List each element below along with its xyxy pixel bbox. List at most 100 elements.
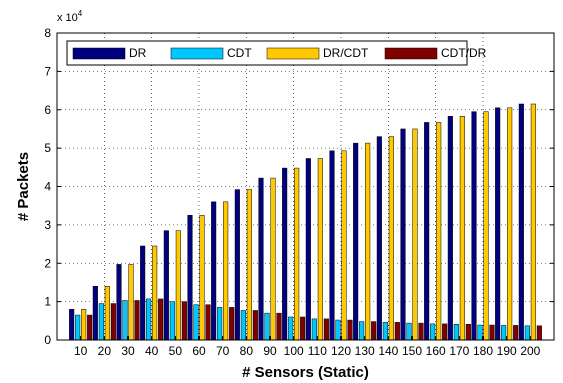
bar-cdt-dr-90 bbox=[276, 312, 282, 341]
bar-cdt-50 bbox=[169, 301, 175, 341]
bar-cdt-dr-30 bbox=[134, 300, 140, 341]
x-tick-label: 90 bbox=[263, 344, 277, 358]
bar-cdt-dr-70 bbox=[229, 307, 235, 341]
legend-swatch-dr bbox=[72, 47, 126, 60]
x-tick-label: 180 bbox=[473, 344, 493, 358]
bar-dr-190 bbox=[495, 107, 501, 341]
x-tick-label: 80 bbox=[240, 344, 254, 358]
bar-dr-30 bbox=[116, 264, 122, 341]
bar-cdt-180 bbox=[477, 324, 483, 341]
bar-cdt-170 bbox=[453, 324, 459, 341]
bar-dr-70 bbox=[211, 201, 217, 341]
bar-dr-110 bbox=[305, 158, 311, 341]
y-tick-label: 3 bbox=[44, 218, 51, 232]
x-tick-label: 170 bbox=[449, 344, 469, 358]
legend-label-cdt-dr: CDT/DR bbox=[441, 46, 487, 60]
bar-cdt-dr-20 bbox=[110, 303, 116, 341]
bar-dr-120 bbox=[329, 150, 335, 341]
bar-dr-180 bbox=[471, 111, 477, 341]
x-tick-label: 30 bbox=[121, 344, 135, 358]
x-tick-label: 40 bbox=[145, 344, 159, 358]
bar-dr-cdt-150 bbox=[412, 128, 418, 341]
y-axis-multiplier: x 104 bbox=[57, 9, 83, 24]
bar-dr-50 bbox=[163, 230, 169, 341]
bar-dr-cdt-140 bbox=[388, 136, 394, 341]
legend-label-dr-cdt: DR/CDT bbox=[323, 46, 369, 60]
bar-dr-cdt-170 bbox=[459, 116, 465, 341]
y-tick-label: 1 bbox=[44, 295, 51, 309]
bar-dr-130 bbox=[353, 142, 359, 341]
bar-cdt-dr-120 bbox=[347, 319, 353, 341]
bar-dr-cdt-110 bbox=[317, 158, 323, 341]
bar-cdt-10 bbox=[75, 314, 81, 341]
bar-dr-10 bbox=[69, 309, 75, 341]
bar-cdt-100 bbox=[288, 316, 294, 341]
bars bbox=[69, 103, 542, 341]
bar-dr-cdt-40 bbox=[152, 245, 158, 341]
bar-dr-140 bbox=[376, 136, 382, 341]
bar-cdt-dr-140 bbox=[394, 322, 400, 341]
grid-lines bbox=[57, 33, 554, 340]
bar-cdt-dr-170 bbox=[465, 324, 471, 341]
bar-cdt-dr-190 bbox=[513, 325, 519, 341]
y-tick-label: 5 bbox=[44, 141, 51, 155]
y-tick-label: 6 bbox=[44, 103, 51, 117]
bar-cdt-dr-130 bbox=[371, 321, 377, 341]
x-tick-label: 160 bbox=[426, 344, 446, 358]
bar-dr-60 bbox=[187, 215, 193, 341]
bar-cdt-80 bbox=[240, 310, 246, 341]
bar-cdt-70 bbox=[217, 307, 223, 341]
x-axis-ticks: 10 20 30 40 50 60 70 80 90 100 110 120 130 140 150 160 1… bbox=[74, 336, 541, 358]
bar-cdt-60 bbox=[193, 304, 199, 341]
legend-swatch-dr-cdt bbox=[266, 47, 320, 60]
bar-dr-cdt-50 bbox=[175, 230, 181, 341]
bar-dr-cdt-20 bbox=[104, 286, 110, 341]
x-tick-label: 70 bbox=[216, 344, 230, 358]
bar-dr-cdt-90 bbox=[270, 177, 276, 341]
x-axis-label: # Sensors (Static) bbox=[242, 364, 369, 381]
bar-dr-40 bbox=[140, 245, 146, 341]
y-axis-label: # Packets bbox=[15, 152, 32, 221]
bar-dr-cdt-60 bbox=[199, 215, 205, 341]
x-tick-label: 190 bbox=[497, 344, 517, 358]
bar-cdt-130 bbox=[359, 321, 365, 341]
bar-cdt-dr-80 bbox=[252, 310, 258, 341]
bar-cdt-200 bbox=[524, 325, 530, 341]
bar-dr-170 bbox=[447, 116, 453, 341]
y-tick-label: 0 bbox=[44, 333, 51, 347]
bar-cdt-110 bbox=[311, 318, 317, 341]
bar-dr-90 bbox=[258, 177, 264, 341]
bar-cdt-20 bbox=[98, 303, 104, 341]
legend: DR CDT DR/CDT CDT/DR bbox=[66, 40, 487, 66]
bar-dr-cdt-70 bbox=[223, 201, 229, 341]
bar-dr-100 bbox=[282, 167, 288, 341]
x-tick-label: 60 bbox=[192, 344, 206, 358]
x-tick-label: 10 bbox=[74, 344, 88, 358]
bar-cdt-dr-100 bbox=[300, 316, 306, 341]
x-tick-label: 150 bbox=[402, 344, 422, 358]
x-tick-label: 130 bbox=[355, 344, 375, 358]
x-tick-label: 120 bbox=[331, 344, 351, 358]
y-tick-label: 4 bbox=[44, 180, 51, 194]
bar-cdt-dr-110 bbox=[323, 318, 329, 341]
bar-dr-cdt-30 bbox=[128, 264, 134, 341]
bar-cdt-160 bbox=[430, 323, 436, 341]
legend-swatch-cdt bbox=[170, 47, 224, 60]
bar-dr-200 bbox=[518, 103, 524, 341]
bar-dr-cdt-200 bbox=[530, 103, 536, 341]
y-tick-label: 7 bbox=[44, 64, 51, 78]
bar-dr-cdt-130 bbox=[365, 142, 371, 341]
bar-cdt-30 bbox=[122, 300, 128, 341]
bar-dr-150 bbox=[400, 128, 406, 341]
x-tick-label: 140 bbox=[378, 344, 398, 358]
bar-cdt-150 bbox=[406, 322, 412, 341]
bar-dr-cdt-80 bbox=[246, 189, 252, 341]
bar-cdt-dr-180 bbox=[489, 324, 495, 341]
x-tick-label: 110 bbox=[308, 344, 327, 358]
bar-dr-cdt-120 bbox=[341, 150, 347, 341]
bar-dr-cdt-10 bbox=[81, 309, 87, 341]
bar-cdt-40 bbox=[146, 298, 152, 341]
bar-dr-cdt-100 bbox=[294, 167, 300, 341]
bar-dr-160 bbox=[424, 122, 430, 341]
